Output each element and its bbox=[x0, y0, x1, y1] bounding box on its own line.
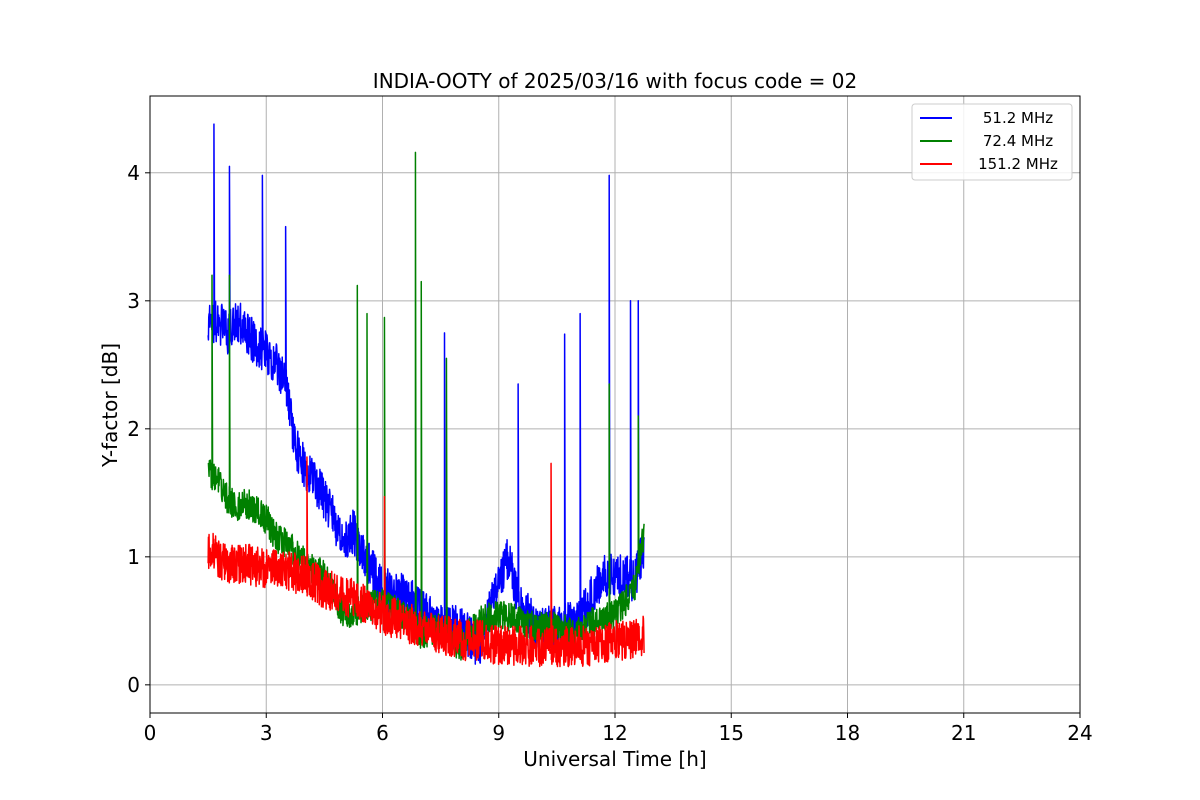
series-layer bbox=[207, 123, 645, 668]
y-tick-label: 1 bbox=[127, 545, 140, 569]
chart-title: INDIA-OOTY of 2025/03/16 with focus code… bbox=[373, 69, 857, 93]
legend-box bbox=[911, 103, 1073, 181]
y-axis-label: Y-factor [dB] bbox=[98, 343, 122, 468]
y-tick-label: 4 bbox=[127, 161, 140, 185]
legend-label: 151.2 MHz bbox=[978, 155, 1058, 173]
legend: 51.2 MHz 72.4 MHz 151.2 MHz bbox=[911, 103, 1073, 181]
legend-label: 72.4 MHz bbox=[983, 132, 1053, 150]
x-tick-label: 24 bbox=[1067, 721, 1092, 745]
y-tick-label: 3 bbox=[127, 289, 140, 313]
x-axis: 0 3 6 9 12 15 18 21 24 bbox=[144, 713, 1093, 745]
x-tick-label: 6 bbox=[376, 721, 389, 745]
x-tick-label: 0 bbox=[144, 721, 157, 745]
y-tick-label: 2 bbox=[127, 417, 140, 441]
x-tick-label: 12 bbox=[602, 721, 627, 745]
x-tick-label: 9 bbox=[492, 721, 505, 745]
x-axis-label: Universal Time [h] bbox=[523, 747, 706, 771]
x-tick-label: 3 bbox=[260, 721, 273, 745]
x-tick-label: 18 bbox=[835, 721, 860, 745]
series-line bbox=[207, 456, 645, 668]
y-axis: 0 1 2 3 4 bbox=[127, 161, 150, 697]
x-tick-label: 15 bbox=[719, 721, 744, 745]
y-tick-label: 0 bbox=[127, 673, 140, 697]
legend-label: 51.2 MHz bbox=[983, 109, 1053, 127]
x-tick-label: 21 bbox=[951, 721, 976, 745]
